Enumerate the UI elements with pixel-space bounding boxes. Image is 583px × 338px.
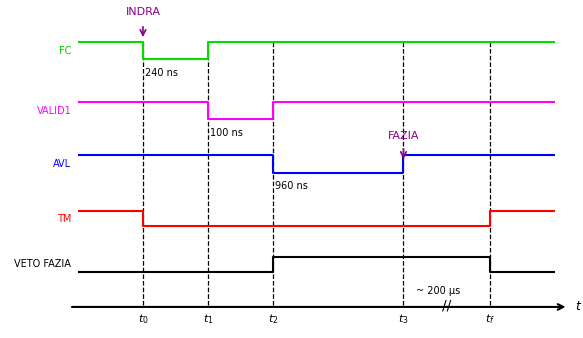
Text: FC: FC xyxy=(59,46,71,55)
Text: AVL: AVL xyxy=(53,159,71,169)
Text: TM: TM xyxy=(57,214,71,223)
Text: t: t xyxy=(575,300,580,313)
Text: VALID1: VALID1 xyxy=(37,106,71,116)
Text: $t_1$: $t_1$ xyxy=(203,312,213,326)
Text: 100 ns: 100 ns xyxy=(210,128,243,138)
Text: //: // xyxy=(442,298,451,312)
Text: INDRA: INDRA xyxy=(125,7,160,17)
Text: VETO FAZIA: VETO FAZIA xyxy=(15,260,71,269)
Text: $t_f$: $t_f$ xyxy=(485,312,496,326)
Text: $t_0$: $t_0$ xyxy=(138,312,148,326)
Text: $t_3$: $t_3$ xyxy=(398,312,409,326)
Text: ~ 200 μs: ~ 200 μs xyxy=(416,286,461,296)
Text: 240 ns: 240 ns xyxy=(145,68,178,78)
Text: $t_2$: $t_2$ xyxy=(268,312,279,326)
Text: FAZIA: FAZIA xyxy=(388,131,419,141)
Text: 960 ns: 960 ns xyxy=(275,181,308,191)
